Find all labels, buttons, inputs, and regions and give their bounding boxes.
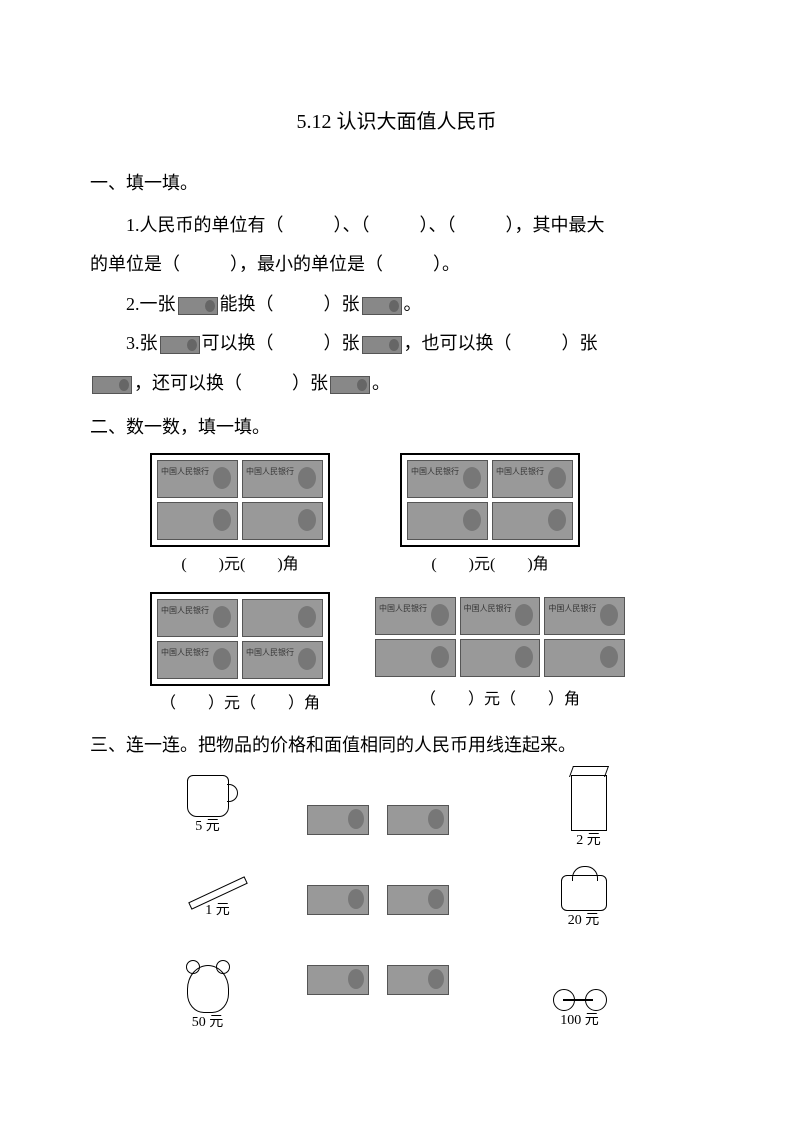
- banknote-icon: [242, 460, 323, 498]
- cup-icon: [187, 775, 229, 817]
- cup-label: 5 元: [187, 819, 229, 836]
- answer-1[interactable]: ( )元( )角: [150, 547, 330, 582]
- item-milk[interactable]: 2 元: [571, 775, 607, 850]
- money-node[interactable]: [307, 885, 369, 915]
- q2d: 。: [404, 294, 422, 314]
- matching-area[interactable]: 5 元 1 元 50 元 2 元 20 元 100 元: [187, 775, 607, 1055]
- banknote-icon: [242, 641, 323, 679]
- banknote-icon: [544, 597, 625, 635]
- q3a: 3.张: [126, 333, 158, 353]
- banknote-icon: [460, 639, 541, 677]
- question-2: 2.一张 能换（ ）张 。: [90, 285, 703, 325]
- worksheet-page: 5.12 认识大面值人民币 一、填一填。 1.人民币的单位有（ ）、（ ）、（ ），其…: [0, 0, 793, 1122]
- banknote-icon: [387, 885, 449, 915]
- count-group-4: （ ）元（ ）角: [370, 592, 630, 721]
- bear-label: 50 元: [187, 1015, 229, 1032]
- banknote-icon: [492, 502, 573, 540]
- q2a: 2.一张: [126, 294, 176, 314]
- q2b: 能换（: [220, 294, 274, 314]
- question-3-line2: ，还可以换（ ）张 。: [90, 364, 703, 404]
- banknote-icon: [362, 336, 402, 354]
- banknote-icon: [157, 641, 238, 679]
- banknote-icon: [242, 599, 323, 637]
- answer-4[interactable]: （ ）元（ ）角: [370, 682, 630, 717]
- q1d: ），其中最大: [506, 215, 605, 235]
- banknote-icon: [160, 336, 200, 354]
- bag-icon: [561, 875, 607, 911]
- banknote-icon: [157, 599, 238, 637]
- banknote-icon: [375, 639, 456, 677]
- banknote-icon: [544, 639, 625, 677]
- banknote-icon: [307, 965, 369, 995]
- bag-label: 20 元: [561, 913, 607, 930]
- q3c: ）张: [324, 333, 360, 353]
- q1f: ），最小的单位是（: [230, 254, 383, 274]
- q1b: ）、（: [334, 215, 370, 235]
- count-group-3: （ ）元（ ）角: [150, 592, 330, 721]
- answer-3[interactable]: （ ）元（ ）角: [150, 686, 330, 721]
- milk-icon: [571, 775, 607, 831]
- q3h: 。: [372, 373, 390, 393]
- banknote-icon: [92, 376, 132, 394]
- question-1-line1: 1.人民币的单位有（ ）、（ ）、（ ），其中最大: [90, 206, 703, 246]
- banknote-icon: [157, 502, 238, 540]
- money-node[interactable]: [387, 965, 449, 995]
- q3b: 可以换（: [202, 333, 274, 353]
- page-title: 5.12 认识大面值人民币: [90, 100, 703, 144]
- note-box: [400, 453, 580, 547]
- banknote-icon: [492, 460, 573, 498]
- q1c: ）、（: [420, 215, 456, 235]
- q1g: ）。: [433, 254, 460, 274]
- bear-icon: [187, 965, 229, 1013]
- banknote-icon: [407, 502, 488, 540]
- banknote-icon: [330, 376, 370, 394]
- banknote-icon: [242, 502, 323, 540]
- q3f: ，还可以换（: [134, 373, 242, 393]
- note-box: [150, 453, 330, 547]
- count-row-1: ( )元( )角 ( )元( )角: [150, 453, 703, 582]
- money-node[interactable]: [307, 965, 369, 995]
- banknote-icon: [178, 297, 218, 315]
- answer-2[interactable]: ( )元( )角: [400, 547, 580, 582]
- banknote-icon: [407, 460, 488, 498]
- banknote-icon: [362, 297, 402, 315]
- question-3-line1: 3.张 可以换（ ）张 ，也可以换（ ）张: [90, 324, 703, 364]
- banknote-icon: [460, 597, 541, 635]
- item-bear[interactable]: 50 元: [187, 965, 229, 1032]
- banknote-icon: [157, 460, 238, 498]
- banknote-icon: [387, 965, 449, 995]
- bike-label: 100 元: [553, 1013, 607, 1030]
- bike-icon: [553, 975, 607, 1011]
- money-node[interactable]: [307, 805, 369, 835]
- item-cup[interactable]: 5 元: [187, 775, 229, 836]
- note-box: [150, 592, 330, 686]
- banknote-icon: [387, 805, 449, 835]
- item-pencil[interactable]: 1 元: [187, 875, 249, 920]
- q2c: ）张: [324, 294, 360, 314]
- money-node[interactable]: [387, 805, 449, 835]
- q3e: ）张: [562, 333, 598, 353]
- money-node[interactable]: [387, 885, 449, 915]
- item-bag[interactable]: 20 元: [561, 875, 607, 930]
- q3g: ）张: [292, 373, 328, 393]
- milk-label: 2 元: [571, 833, 607, 850]
- q1a: 1.人民币的单位有（: [126, 215, 284, 235]
- banknote-icon: [307, 885, 369, 915]
- count-group-2: ( )元( )角: [400, 453, 580, 582]
- section-3-head: 三、连一连。把物品的价格和面值相同的人民币用线连起来。: [90, 726, 703, 766]
- q3d: ，也可以换（: [404, 333, 512, 353]
- banknote-icon: [375, 597, 456, 635]
- question-1-line2: 的单位是（ ），最小的单位是（ ）。: [90, 245, 703, 285]
- q1e: 的单位是（: [90, 254, 180, 274]
- count-group-1: ( )元( )角: [150, 453, 330, 582]
- item-bike[interactable]: 100 元: [553, 975, 607, 1030]
- count-row-2: （ ）元（ ）角 （ ）元（ ）角: [150, 592, 703, 721]
- section-2-head: 二、数一数，填一填。: [90, 408, 703, 448]
- note-box: [370, 592, 630, 682]
- section-1-head: 一、填一填。: [90, 164, 703, 204]
- banknote-icon: [307, 805, 369, 835]
